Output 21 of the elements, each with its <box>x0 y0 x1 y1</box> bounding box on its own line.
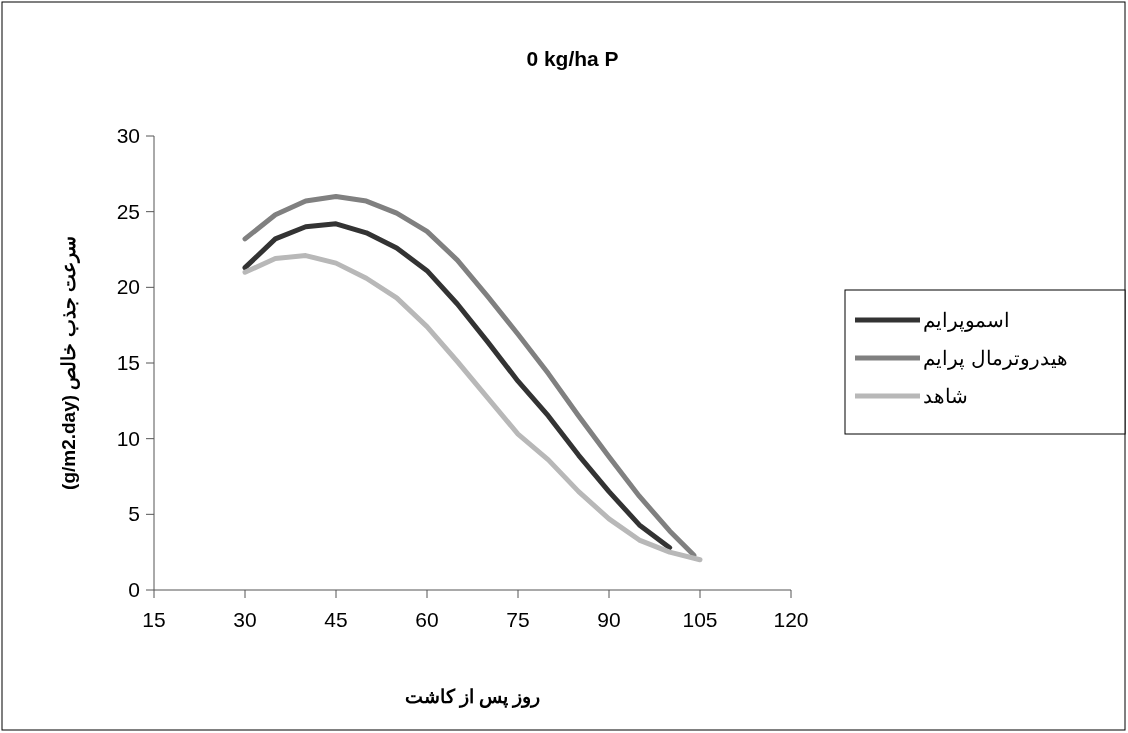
legend-label: شاهد <box>923 385 968 407</box>
y-tick-label: 10 <box>116 426 140 450</box>
y-tick-label: 25 <box>116 199 140 223</box>
y-tick-label: 20 <box>116 275 140 299</box>
x-tick-label: 120 <box>773 608 809 631</box>
y-tick-label: 0 <box>128 578 140 601</box>
x-tick-label: 45 <box>324 608 348 631</box>
x-axis-title: روز پس از کاشت <box>404 686 541 708</box>
y-axis-title: سرعت جذب خالص (g/m2.day) <box>58 236 80 490</box>
x-tick-label: 15 <box>142 608 166 631</box>
x-tick-label: 60 <box>415 608 439 631</box>
y-tick-label: 5 <box>128 502 140 526</box>
chart-title: 0 kg/ha P <box>526 47 619 70</box>
x-tick-label: 75 <box>506 608 530 631</box>
y-tick-label: 30 <box>116 124 140 147</box>
y-tick-label: 15 <box>116 351 140 374</box>
legend-label: هیدروترمال پرایم <box>923 347 1068 370</box>
x-tick-label: 105 <box>682 608 718 631</box>
legend-label: اسموپرایم <box>923 309 1010 332</box>
x-tick-label: 30 <box>233 608 257 631</box>
x-tick-label: 90 <box>597 608 621 631</box>
